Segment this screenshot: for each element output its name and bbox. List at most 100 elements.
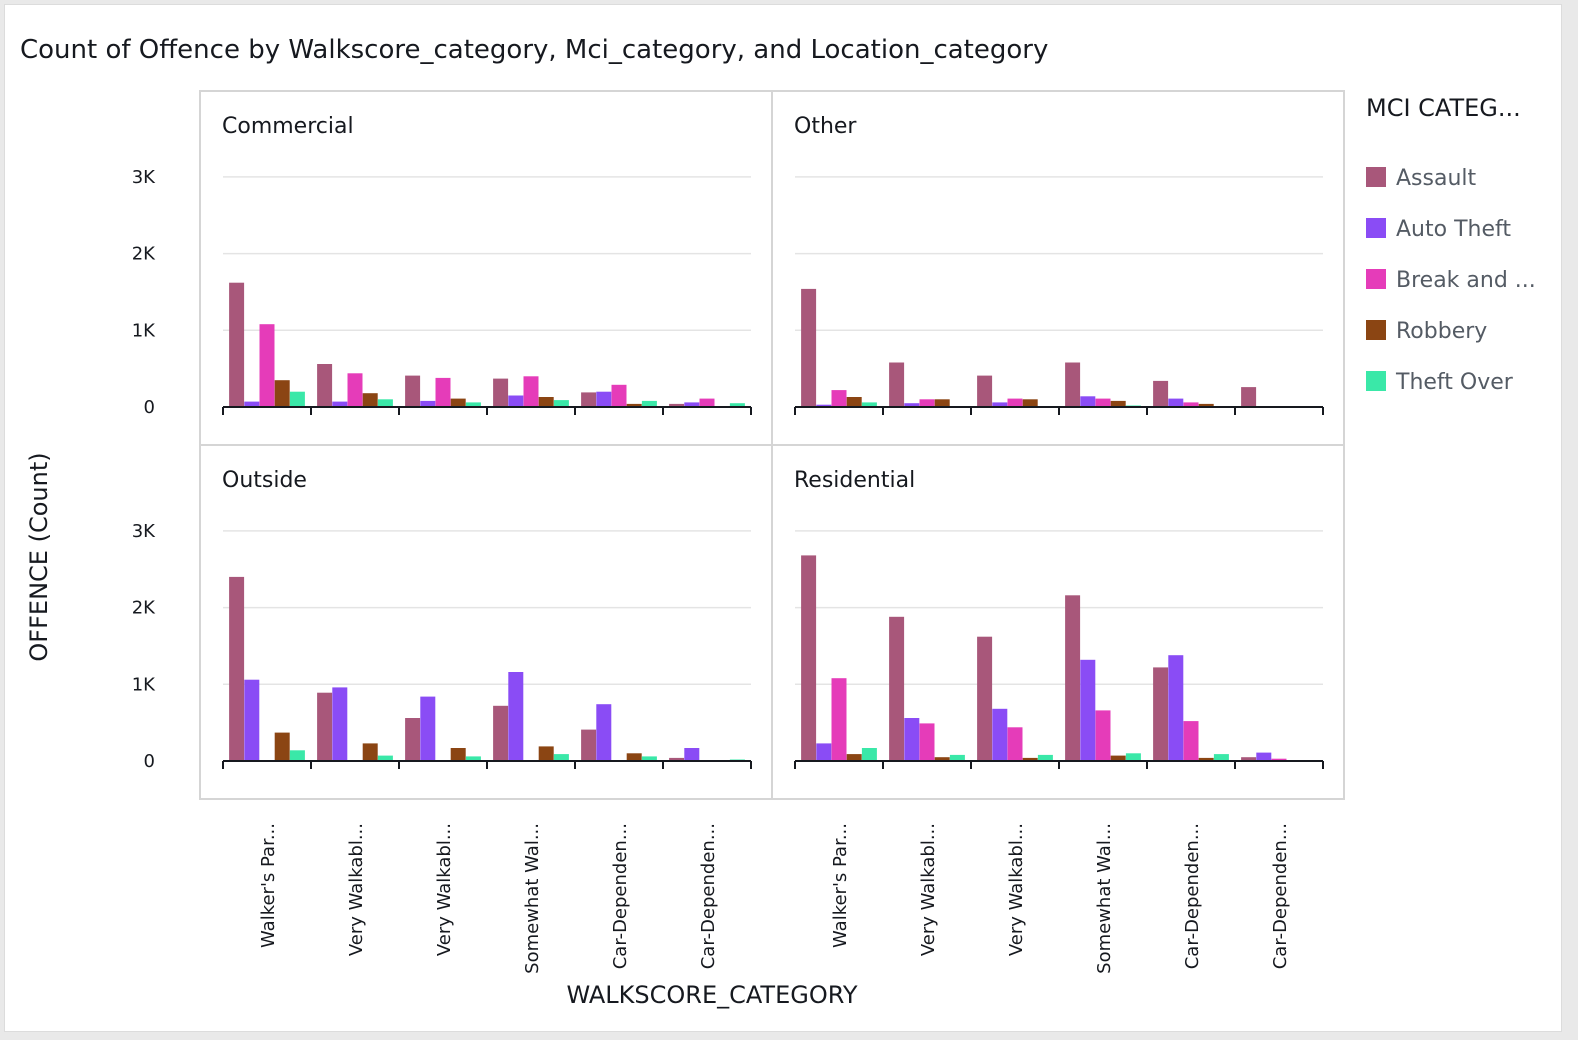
bar-auto-theft <box>1168 398 1184 407</box>
bar-assault <box>669 403 685 407</box>
bar-assault <box>405 718 421 761</box>
bar-break-and <box>523 376 539 407</box>
x-tick-label: Very Walkabl... <box>434 823 455 956</box>
y-tick-label: 2K <box>132 244 156 265</box>
bar-assault <box>801 555 817 761</box>
y-tick-label: 1K <box>132 320 156 341</box>
bar-assault <box>1065 595 1081 761</box>
panel-title: Residential <box>794 468 915 493</box>
bar-robbery <box>934 757 950 761</box>
bar-auto-theft <box>1168 655 1184 761</box>
bar-assault <box>581 392 597 407</box>
bar-assault <box>229 576 245 761</box>
bar-robbery <box>450 748 466 761</box>
legend-swatch <box>1366 269 1386 289</box>
panel-title: Commercial <box>222 114 354 139</box>
bar-auto-theft <box>244 401 260 407</box>
bar-robbery <box>274 732 290 761</box>
chart-card: Count of Offence by Walkscore_category, … <box>4 4 1562 1032</box>
bar-robbery <box>274 380 290 407</box>
bar-assault <box>1065 362 1081 407</box>
bar-robbery <box>1022 399 1038 407</box>
x-tick-label: Very Walkabl... <box>918 823 939 956</box>
bar-assault <box>1153 667 1169 761</box>
bar-break-and <box>611 384 627 407</box>
bar-break-and <box>1095 710 1111 761</box>
bar-theft-over <box>289 391 305 407</box>
x-tick-label: Very Walkabl... <box>1006 823 1027 956</box>
bar-robbery <box>846 754 862 761</box>
bar-auto-theft <box>1080 659 1096 761</box>
bar-theft-over <box>377 755 393 761</box>
bar-theft-over <box>1125 753 1141 761</box>
bar-assault <box>801 288 817 407</box>
bar-theft-over <box>465 402 481 407</box>
bar-auto-theft <box>1256 752 1272 761</box>
y-tick-label: 0 <box>144 751 155 772</box>
bar-break-and <box>1007 727 1023 761</box>
bar-assault <box>405 375 421 407</box>
x-tick-label: Car-Dependen... <box>1270 823 1291 969</box>
x-tick-label: Walker's Par... <box>258 823 279 948</box>
legend-swatch <box>1366 218 1386 238</box>
y-tick-label: 0 <box>144 397 155 418</box>
bar-auto-theft <box>420 400 436 407</box>
bar-break-and <box>1271 758 1287 761</box>
bar-auto-theft <box>332 401 348 407</box>
bar-auto-theft <box>420 696 436 761</box>
bar-auto-theft <box>684 402 700 407</box>
chart-canvas: Commercial 0 1K 2K 3K Other Outside 0 1K 2K 3K Walk… <box>25 90 1536 1009</box>
legend-swatch <box>1366 371 1386 391</box>
bar-assault <box>977 636 993 761</box>
bar-theft-over <box>641 400 657 407</box>
bar-robbery <box>626 403 642 407</box>
x-tick-label: Car-Dependen... <box>698 823 719 969</box>
panel-commercial: Commercial 0 1K 2K 3K <box>132 114 752 418</box>
bar-auto-theft <box>904 403 920 407</box>
bar-theft-over <box>553 754 569 761</box>
legend-label: Break and ... <box>1396 268 1536 293</box>
bar-break-and <box>1007 398 1023 407</box>
bar-assault <box>1153 380 1169 407</box>
bar-break-and <box>1095 398 1111 407</box>
bar-break-and <box>1183 721 1199 761</box>
x-tick-label: Walker's Par... <box>830 823 851 948</box>
bar-assault <box>317 692 333 761</box>
bar-auto-theft <box>244 679 260 761</box>
bar-break-and <box>699 398 715 407</box>
bar-theft-over <box>289 750 305 761</box>
panel-title: Outside <box>222 468 307 493</box>
legend-label: Assault <box>1396 166 1477 191</box>
bar-robbery <box>538 746 554 761</box>
legend-swatch <box>1366 167 1386 187</box>
bar-break-and <box>919 723 935 761</box>
bar-auto-theft <box>508 672 524 761</box>
bar-auto-theft <box>904 718 920 761</box>
bar-theft-over <box>949 754 965 761</box>
bar-auto-theft <box>992 402 1008 407</box>
bar-theft-over <box>1037 754 1053 761</box>
bar-break-and <box>435 377 451 407</box>
bar-assault <box>889 616 905 761</box>
legend-title: MCI CATEG... <box>1366 94 1521 122</box>
bar-theft-over <box>641 756 657 761</box>
panel-other: Other <box>794 114 1324 415</box>
bar-robbery <box>450 398 466 407</box>
x-axis-title: WALKSCORE_CATEGORY <box>566 981 857 1009</box>
bar-robbery <box>362 743 378 761</box>
bar-theft-over <box>377 399 393 407</box>
bar-robbery <box>362 393 378 407</box>
x-tick-label: Somewhat Wal... <box>1094 823 1115 974</box>
bar-auto-theft <box>596 391 612 407</box>
bar-assault <box>229 282 245 407</box>
bar-robbery <box>934 399 950 407</box>
bar-auto-theft <box>684 748 700 761</box>
bar-auto-theft <box>1080 396 1096 407</box>
bar-auto-theft <box>992 708 1008 761</box>
bar-break-and <box>831 390 847 407</box>
y-tick-label: 3K <box>132 521 156 542</box>
bar-break-and <box>259 324 275 407</box>
chart-title: Count of Offence by Walkscore_category, … <box>20 35 1049 65</box>
x-tick-label: Car-Dependen... <box>610 823 631 969</box>
bar-assault <box>581 729 597 761</box>
